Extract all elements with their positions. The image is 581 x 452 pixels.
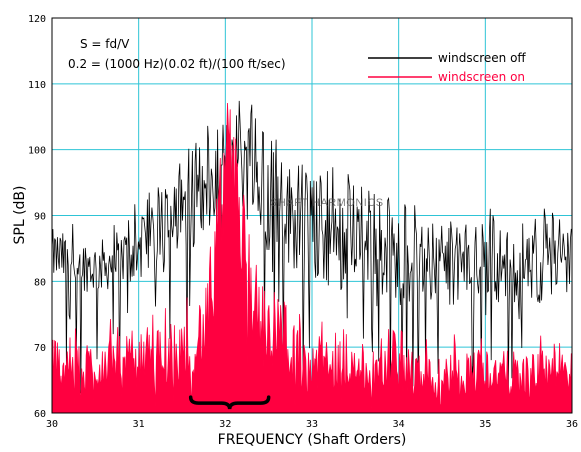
y-axis-title: SPL (dB)	[12, 186, 28, 245]
legend: windscreen off windscreen on	[368, 51, 526, 84]
x-tick-label: 31	[133, 419, 145, 430]
series-windscreen-off	[51, 100, 572, 401]
y-tick-label: 70	[34, 343, 46, 354]
series-line	[51, 100, 572, 401]
harmonics-bracket	[188, 395, 271, 410]
x-tick-label: 30	[46, 419, 58, 430]
overlay-harmonics-label: SHAFT HARMONICS	[270, 197, 384, 209]
legend-label-windscreen-off: windscreen off	[438, 51, 526, 65]
y-tick-label: 90	[34, 212, 46, 223]
x-tick-label: 35	[479, 419, 491, 430]
plot-frame	[51, 17, 573, 414]
formula-line-2: 0.2 = (1000 Hz)(0.02 ft)/(100 ft/sec)	[68, 57, 286, 71]
series-windscreen-on	[51, 103, 572, 413]
y-tick-label: 100	[28, 146, 46, 157]
x-tick-label: 32	[219, 419, 231, 430]
y-tick-labels: 60 70 80 90 100 110 120	[28, 14, 46, 420]
series-line	[51, 103, 572, 409]
formula-line-1: S = fd/V	[80, 37, 130, 51]
y-tick-label: 60	[34, 409, 46, 420]
y-tick-label: 110	[28, 80, 46, 91]
y-tick-label: 80	[34, 277, 46, 288]
legend-label-windscreen-on: windscreen on	[438, 70, 525, 84]
x-axis-title: FREQUENCY (Shaft Orders)	[218, 432, 407, 448]
x-tick-label: 34	[393, 419, 405, 430]
x-tick-label: 33	[306, 419, 318, 430]
x-tick-label: 36	[566, 419, 578, 430]
x-tick-labels: 30 31 32 33 34 35 36	[46, 419, 578, 430]
y-tick-label: 120	[28, 14, 46, 25]
